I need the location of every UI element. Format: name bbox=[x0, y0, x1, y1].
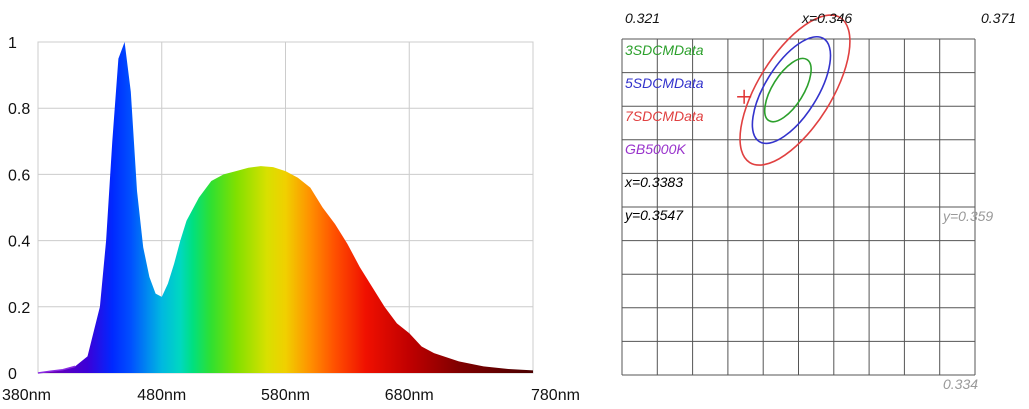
spectrum-y-tick-label: 0.2 bbox=[8, 300, 30, 317]
spectrum-x-tick-label: 580nm bbox=[261, 387, 310, 404]
sdcm-legend-entry: 3SDCMData bbox=[625, 42, 704, 58]
sdcm-legend: 3SDCMData 5SDCMData 7SDCMData GB5000K x=0.33… bbox=[624, 42, 704, 223]
spectrum-y-tick-label: 1 bbox=[8, 35, 17, 52]
sdcm-legend-entry: x=0.3383 bbox=[624, 174, 683, 190]
sdcm-ellipses bbox=[739, 14, 851, 166]
top-label-right: 0.371 bbox=[981, 10, 1016, 26]
sdcm-axis-labels: 0.321 x=0.346 0.371 y=0.359 0.334 bbox=[625, 10, 1016, 392]
top-label-left: 0.321 bbox=[625, 10, 660, 26]
sdcm-chart: 0.321 x=0.346 0.371 y=0.359 0.334 3SDCMD… bbox=[621, 10, 1016, 392]
ellipse-5sdcmdata bbox=[751, 35, 832, 145]
top-label-center: x=0.346 bbox=[801, 10, 852, 26]
spectrum-x-tick-labels: 380nm 480nm 580nm 680nm 780nm bbox=[2, 387, 580, 404]
spectrum-x-tick-label: 380nm bbox=[2, 387, 51, 404]
spectrum-y-tick-labels: 0 0.2 0.4 0.6 0.8 1 bbox=[8, 35, 30, 383]
spectrum-y-tick-label: 0.4 bbox=[8, 234, 30, 251]
sdcm-legend-entry: y=0.3547 bbox=[624, 207, 684, 223]
chromaticity-point-marker bbox=[737, 89, 752, 104]
spectrum-y-tick-label: 0.8 bbox=[8, 101, 30, 118]
spectrum-x-tick-label: 480nm bbox=[137, 387, 186, 404]
spectrum-x-tick-label: 680nm bbox=[385, 387, 434, 404]
sdcm-legend-entry: 5SDCMData bbox=[625, 75, 704, 91]
spectrum-area bbox=[38, 42, 533, 373]
ellipse-3sdcmdata bbox=[763, 57, 812, 123]
y-bottom-label: 0.334 bbox=[943, 376, 978, 392]
spectrum-baseline-trace bbox=[37, 365, 76, 374]
spectrum-chart: 380nm 480nm 580nm 680nm 780nm 0 0.2 0.4 0.6 0.8 1 bbox=[2, 35, 580, 404]
spectrum-y-tick-label: 0 bbox=[8, 366, 17, 383]
ellipse-7sdcmdata bbox=[739, 14, 851, 166]
y-top-label: y=0.359 bbox=[942, 208, 993, 224]
sdcm-legend-entry: 7SDCMData bbox=[625, 108, 704, 124]
spectrum-y-tick-label: 0.6 bbox=[8, 167, 30, 184]
sdcm-legend-entry: GB5000K bbox=[625, 141, 686, 157]
spectrum-x-tick-label: 780nm bbox=[531, 387, 580, 404]
sdcm-grid bbox=[621, 38, 976, 376]
